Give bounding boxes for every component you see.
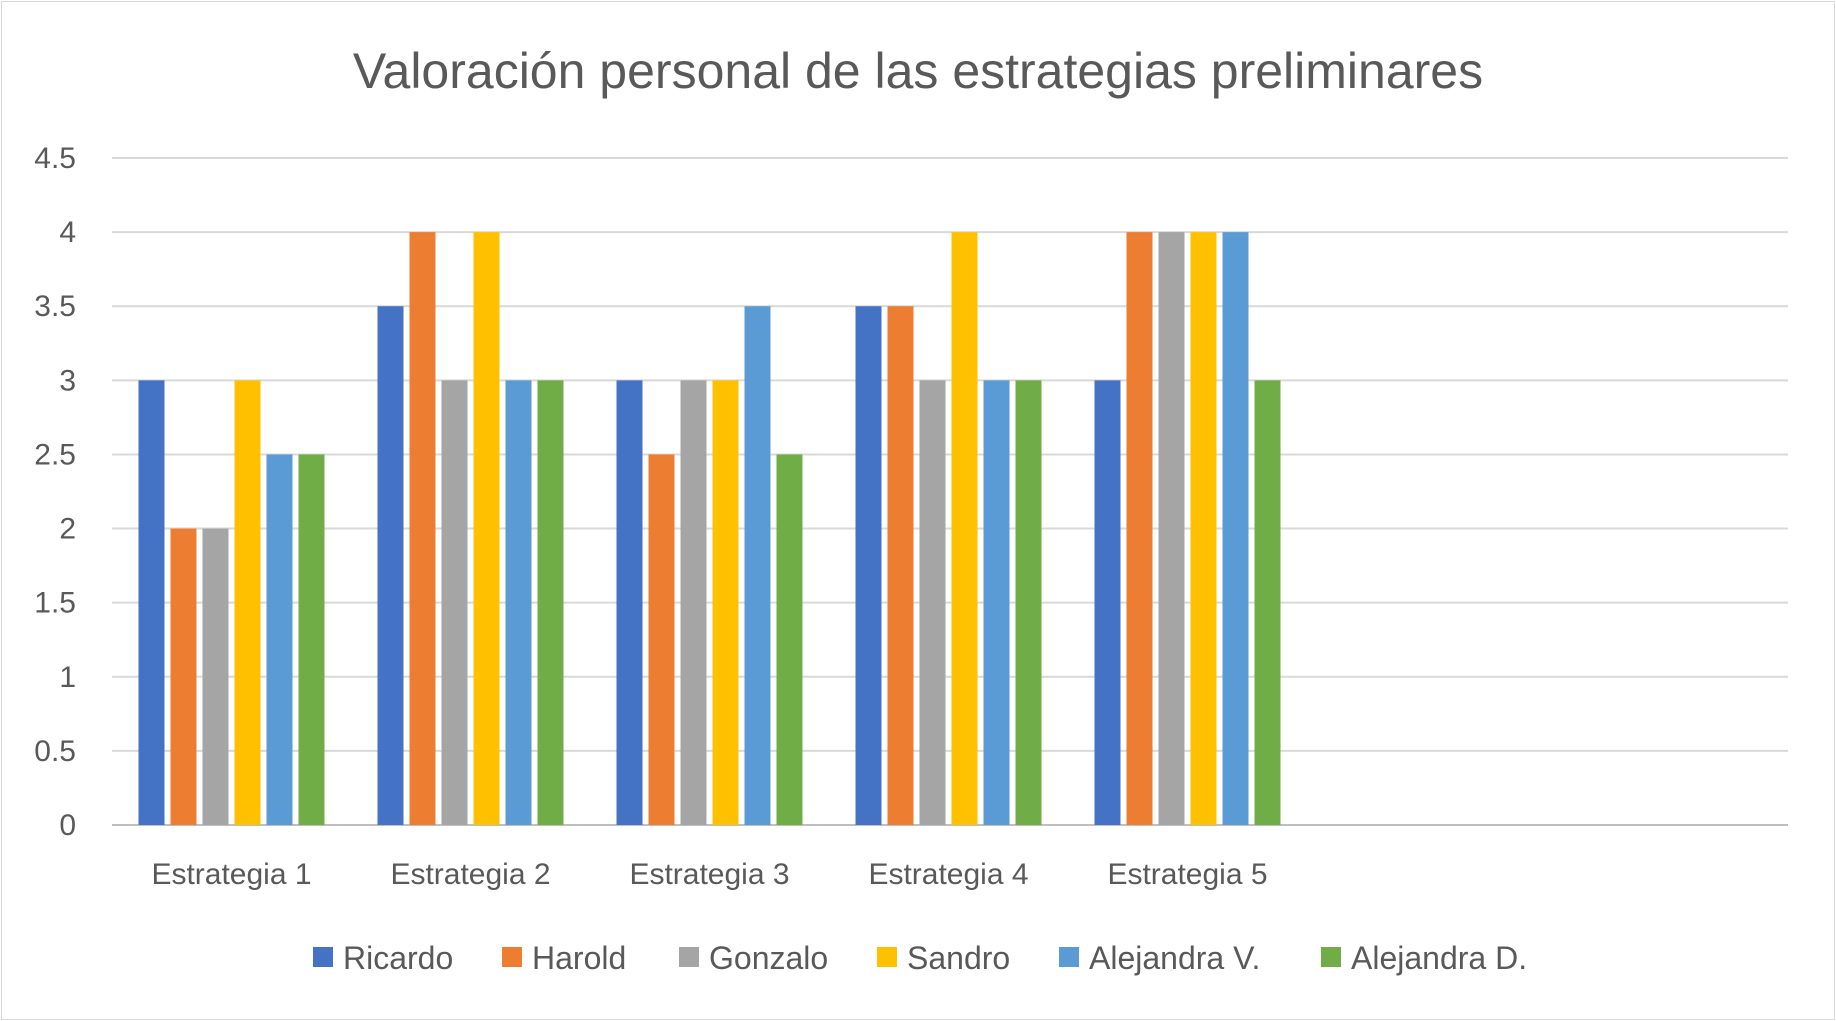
legend-label: Gonzalo — [709, 940, 828, 976]
bar-harold-2 — [409, 232, 436, 826]
y-tick-label: 3.5 — [34, 290, 76, 323]
x-axis-ticks: Estrategia 1 Estrategia 2 Estrategia 3 Estr… — [151, 858, 1267, 891]
bar-ricardo-2 — [377, 306, 404, 825]
legend-label: Ricardo — [343, 940, 453, 976]
bar-gonzalo-2 — [441, 380, 468, 825]
legend: Ricardo Harold Gonzalo Sandro Alejandra V. Al… — [313, 940, 1527, 976]
bar-alejandra-v-2 — [505, 380, 532, 825]
legend-label: Sandro — [907, 940, 1010, 976]
x-tick-label: Estrategia 2 — [390, 858, 550, 891]
legend-label: Alejandra D. — [1351, 940, 1527, 976]
x-tick-label: Estrategia 5 — [1107, 858, 1267, 891]
bar-sandro-1 — [234, 380, 261, 825]
chart-title: Valoración personal de las estrategias p… — [353, 43, 1483, 99]
legend-swatch — [877, 947, 897, 967]
bar-ricardo-4 — [855, 306, 882, 825]
bar-harold-1 — [170, 528, 197, 825]
y-tick-label: 4 — [59, 216, 76, 249]
x-tick-label: Estrategia 4 — [868, 858, 1028, 891]
bar-harold-5 — [1126, 232, 1153, 826]
bar-gonzalo-1 — [202, 528, 229, 825]
y-tick-label: 1 — [59, 661, 76, 694]
bar-gonzalo-5 — [1158, 232, 1185, 826]
legend-swatch — [1059, 947, 1079, 967]
y-tick-label: 2.5 — [34, 438, 76, 471]
y-axis-ticks: 0 0.5 1 1.5 2 2.5 3 3.5 4 4.5 — [34, 142, 76, 842]
bar-alejandra-d-1 — [298, 454, 325, 825]
gridlines — [112, 157, 1788, 826]
bar-gonzalo-4 — [919, 380, 946, 825]
legend-label: Alejandra V. — [1089, 940, 1260, 976]
legend-swatch — [1321, 947, 1341, 967]
x-tick-label: Estrategia 1 — [151, 858, 311, 891]
legend-label: Harold — [532, 940, 626, 976]
bar-harold-4 — [887, 306, 914, 825]
bar-gonzalo-3 — [680, 380, 707, 825]
bar-harold-3 — [648, 454, 675, 825]
bar-ricardo-3 — [616, 380, 643, 825]
bar-alejandra-d-3 — [776, 454, 803, 825]
y-tick-label: 1.5 — [34, 587, 76, 620]
bar-sandro-3 — [712, 380, 739, 825]
bar-ricardo-5 — [1094, 380, 1121, 825]
x-tick-label: Estrategia 3 — [629, 858, 789, 891]
y-tick-label: 3 — [59, 364, 76, 397]
bar-sandro-4 — [951, 232, 978, 826]
bar-sandro-5 — [1190, 232, 1217, 826]
bar-alejandra-d-4 — [1015, 380, 1042, 825]
y-tick-label: 0.5 — [34, 735, 76, 768]
bar-alejandra-v-5 — [1222, 232, 1249, 826]
bar-alejandra-d-2 — [537, 380, 564, 825]
bar-alejandra-v-4 — [983, 380, 1010, 825]
bar-ricardo-1 — [138, 380, 165, 825]
y-tick-label: 2 — [59, 513, 76, 546]
y-tick-label: 0 — [59, 809, 76, 842]
bar-alejandra-v-1 — [266, 454, 293, 825]
bar-sandro-2 — [473, 232, 500, 826]
y-tick-label: 4.5 — [34, 142, 76, 175]
legend-swatch — [313, 947, 333, 967]
bar-alejandra-d-5 — [1254, 380, 1281, 825]
legend-swatch — [502, 947, 522, 967]
legend-swatch — [679, 947, 699, 967]
bar-alejandra-v-3 — [744, 306, 771, 825]
bars — [138, 232, 1281, 826]
